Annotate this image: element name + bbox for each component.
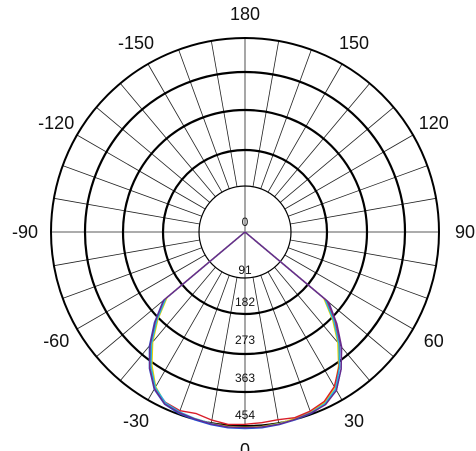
angle-tick-label: -120 <box>38 113 74 133</box>
angle-tick-label: -150 <box>118 33 154 53</box>
angle-tick-label: 120 <box>419 113 449 133</box>
spoke-230 <box>96 106 211 203</box>
ring-0 <box>198 185 292 279</box>
spoke-200 <box>178 49 230 189</box>
angle-tick-label: -90 <box>12 222 38 242</box>
spoke-150 <box>267 63 343 193</box>
spoke-220 <box>119 83 216 198</box>
spoke-160 <box>260 49 312 189</box>
radial-tick-label: 0 <box>242 215 249 229</box>
spoke-100 <box>290 197 437 225</box>
angle-tick-label: 60 <box>424 331 444 351</box>
angle-tick-label: 30 <box>344 411 364 431</box>
spoke-290 <box>62 247 202 299</box>
radial-gridlines <box>50 37 440 427</box>
spoke-20 <box>260 275 312 415</box>
spoke-120 <box>284 134 414 210</box>
ring-1 <box>161 148 329 316</box>
angle-tick-label: 0 <box>240 440 250 451</box>
spoke-300 <box>76 254 206 330</box>
spoke-10 <box>252 277 280 424</box>
ring-4 <box>50 37 440 427</box>
angle-tick-label: 150 <box>339 33 369 53</box>
angle-tick-labels: 0 30 60 90 120 150 180 -150 -120 -90 -60 -30 <box>12 4 475 451</box>
spoke-340 <box>178 275 230 415</box>
spoke-260 <box>53 197 200 225</box>
radial-tick-label: 91 <box>238 263 252 277</box>
spoke-190 <box>210 40 238 187</box>
ring-2 <box>121 108 369 356</box>
angle-tick-label: -30 <box>123 411 149 431</box>
spoke-210 <box>147 63 223 193</box>
angle-tick-label: -60 <box>43 331 69 351</box>
spoke-60 <box>284 254 414 330</box>
spoke-330 <box>147 271 223 401</box>
spoke-320 <box>119 266 216 381</box>
radial-tick-label: 182 <box>235 295 255 309</box>
spoke-170 <box>252 40 280 187</box>
spoke-110 <box>288 165 428 217</box>
radial-tick-label: 273 <box>235 333 255 347</box>
angle-tick-label: 180 <box>230 4 260 24</box>
spoke-70 <box>288 247 428 299</box>
spoke-30 <box>267 271 343 401</box>
spoke-350 <box>210 277 238 424</box>
radial-tick-label: 454 <box>235 408 255 422</box>
spoke-250 <box>62 165 202 217</box>
intensity-curves <box>148 231 343 430</box>
spoke-280 <box>53 239 200 267</box>
ring-3 <box>83 70 407 394</box>
spoke-140 <box>274 83 371 198</box>
spoke-80 <box>290 239 437 267</box>
angle-tick-label: 90 <box>455 222 475 242</box>
spoke-240 <box>76 134 206 210</box>
spoke-40 <box>274 266 371 381</box>
spoke-130 <box>279 106 394 203</box>
radial-tick-labels: 0 91 182 273 363 454 <box>235 215 255 422</box>
radial-tick-label: 363 <box>235 371 255 385</box>
series-curve-4 <box>149 231 343 429</box>
